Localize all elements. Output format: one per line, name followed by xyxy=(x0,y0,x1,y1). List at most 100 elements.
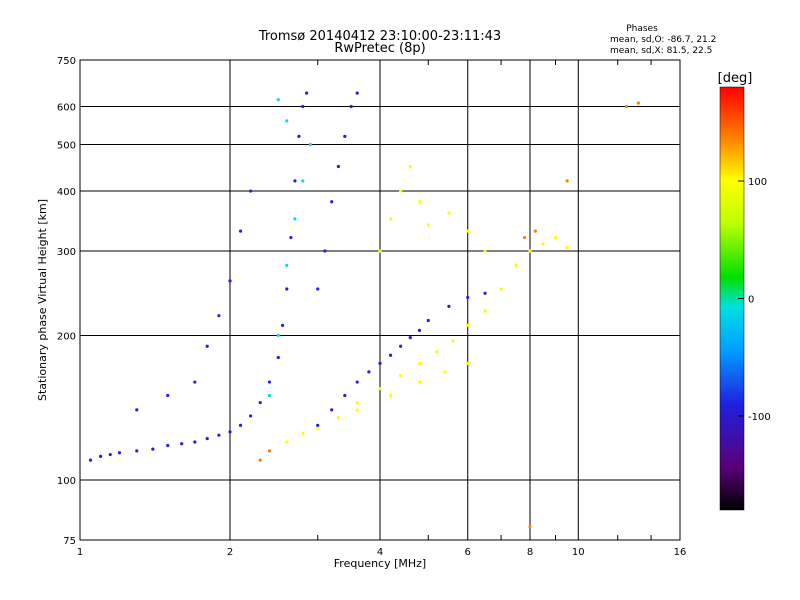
x-axis-label: Frequency [MHz] xyxy=(334,557,426,570)
chart-subtitle: RwPretec (8p) xyxy=(334,41,425,56)
x-axis-ticks: 1 2 4 6 8 10 16 xyxy=(77,60,687,558)
y-axis-label: Stationary phase Virtual Height [km] xyxy=(36,199,49,401)
data-point xyxy=(330,408,334,412)
data-point xyxy=(99,454,103,459)
data-point xyxy=(388,217,393,221)
data-point xyxy=(135,408,139,412)
data-point xyxy=(316,287,320,291)
data-point xyxy=(466,229,470,233)
data-point xyxy=(316,426,320,431)
data-point xyxy=(205,436,209,441)
data-point xyxy=(88,458,93,462)
data-point xyxy=(417,200,422,204)
data-point xyxy=(180,442,184,446)
x-tick-label: 8 xyxy=(527,547,533,558)
data-point xyxy=(193,380,197,384)
data-point xyxy=(408,336,412,340)
data-point xyxy=(316,423,320,427)
data-point xyxy=(301,431,305,436)
x-tick-label: 16 xyxy=(674,547,687,558)
data-point xyxy=(565,245,569,250)
data-point xyxy=(624,104,629,109)
y-tick-label: 600 xyxy=(57,103,76,114)
data-point xyxy=(135,449,139,453)
data-point xyxy=(238,229,243,233)
x-tick-label: 6 xyxy=(465,547,471,558)
data-point xyxy=(378,361,382,365)
data-point xyxy=(205,344,209,348)
data-point xyxy=(426,223,430,227)
data-point xyxy=(193,440,197,444)
stats-heading: Phases xyxy=(626,24,658,34)
data-point xyxy=(343,134,347,138)
data-point xyxy=(276,333,280,338)
data-point xyxy=(388,393,393,398)
data-point xyxy=(301,179,305,183)
data-point xyxy=(466,295,470,300)
data-point xyxy=(483,309,487,313)
data-point xyxy=(447,304,451,309)
data-point xyxy=(285,440,289,444)
data-point xyxy=(417,361,422,365)
data-point xyxy=(349,104,353,109)
data-point xyxy=(417,380,422,384)
data-point xyxy=(238,423,243,427)
y-tick-label: 750 xyxy=(57,56,76,67)
data-point xyxy=(217,433,221,437)
data-point xyxy=(166,393,170,398)
x-tick-label: 1 xyxy=(77,547,83,558)
data-point xyxy=(330,200,334,204)
data-point xyxy=(636,101,640,105)
data-point xyxy=(466,361,470,365)
data-point xyxy=(466,323,470,327)
data-point xyxy=(483,291,487,295)
data-point xyxy=(305,91,309,95)
data-point xyxy=(443,370,447,374)
data-point xyxy=(388,353,393,357)
data-point xyxy=(528,524,532,529)
y-tick-label: 500 xyxy=(57,141,76,152)
colorbar-tick-label: -100 xyxy=(748,412,771,423)
data-point xyxy=(151,447,155,451)
data-point xyxy=(435,350,439,354)
data-point xyxy=(289,235,293,240)
data-point xyxy=(336,164,340,169)
grid-lines xyxy=(80,60,680,540)
data-point xyxy=(553,235,558,240)
data-point xyxy=(228,430,232,434)
data-point xyxy=(308,142,313,147)
data-point xyxy=(323,249,327,253)
data-point xyxy=(258,400,262,405)
colorbar-tick-label: 100 xyxy=(748,177,767,188)
data-point xyxy=(399,189,403,193)
y-tick-label: 300 xyxy=(57,247,76,258)
data-point xyxy=(355,400,359,405)
data-point xyxy=(399,374,403,378)
data-point xyxy=(285,119,289,123)
data-point xyxy=(217,314,221,318)
data-point xyxy=(378,387,382,391)
data-point xyxy=(355,91,359,95)
x-tick-label: 2 xyxy=(227,547,233,558)
data-point xyxy=(276,98,280,102)
y-axis-ticks: 75 100 200 300 400 500 600 750 xyxy=(57,56,76,547)
data-point xyxy=(293,179,297,183)
data-point xyxy=(451,339,455,343)
data-point xyxy=(355,380,359,384)
data-point xyxy=(522,235,527,240)
stats-x-line: mean, sd,X: 81.5, 22.5 xyxy=(610,46,712,56)
data-point xyxy=(447,211,451,215)
x-tick-label: 10 xyxy=(572,547,585,558)
y-tick-label: 200 xyxy=(57,332,76,343)
data-point xyxy=(249,189,253,193)
data-point xyxy=(285,263,289,267)
data-point xyxy=(399,344,403,348)
data-point xyxy=(108,452,112,457)
data-point xyxy=(528,249,532,253)
data-point xyxy=(533,229,537,233)
data-point xyxy=(301,104,305,109)
data-point xyxy=(408,164,412,169)
data-point xyxy=(336,415,340,420)
data-point xyxy=(267,380,272,384)
